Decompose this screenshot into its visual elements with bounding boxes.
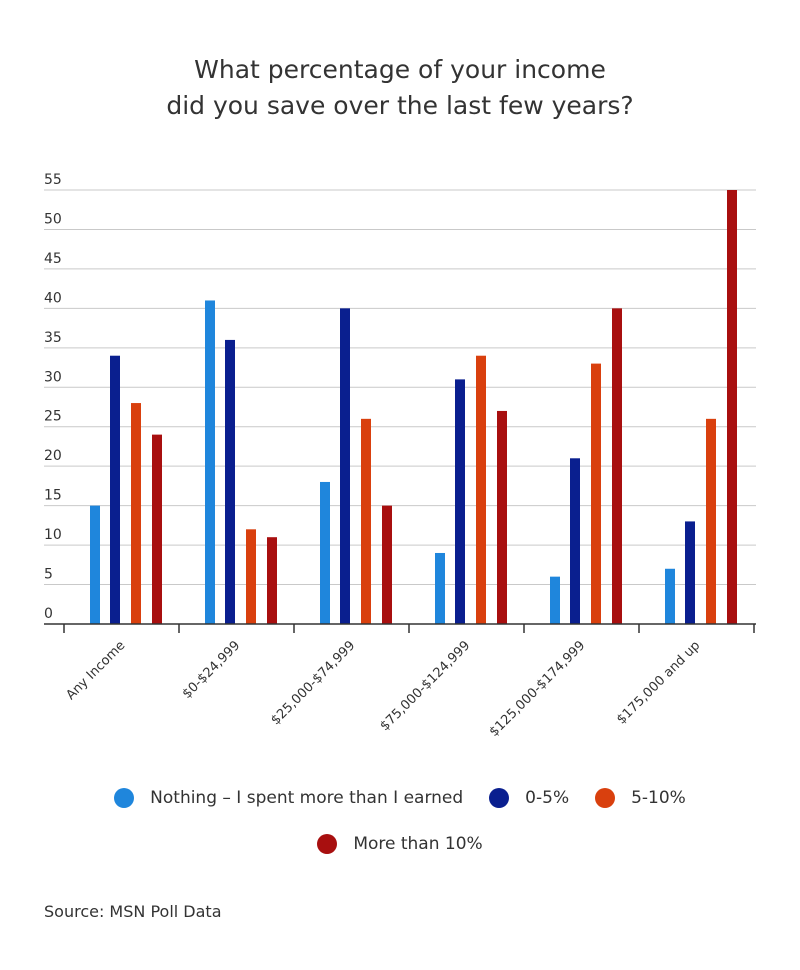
y-tick-label: 30 [44, 369, 62, 385]
legend-label: Nothing – I spent more than I earned [150, 788, 464, 808]
x-tick-label: Any Income [63, 638, 128, 703]
bar [591, 363, 601, 624]
bar [320, 481, 330, 624]
x-tick-label: $25,000-$74,999 [268, 638, 358, 728]
x-tick-label: $125,000-$174,999 [487, 638, 589, 740]
bar [476, 355, 486, 624]
legend-item-more-than-10[interactable]: More than 10% [0, 828, 800, 860]
bar [570, 458, 580, 624]
y-axis-ticks: 0 5 10 15 20 25 30 35 40 45 50 55 [44, 172, 62, 622]
y-tick-label: 15 [44, 488, 62, 504]
bar [382, 505, 392, 624]
legend-item-0-5[interactable]: 0-5% [489, 782, 569, 814]
x-tick-label: $75,000-$124,999 [378, 638, 474, 734]
y-tick-label: 40 [44, 290, 62, 306]
source-note: Source: MSN Poll Data [44, 902, 222, 921]
legend: Nothing – I spent more than I earned 0-5… [0, 782, 800, 860]
bar [497, 410, 507, 624]
gridlines [44, 189, 756, 586]
legend-swatch [489, 788, 510, 808]
bar [727, 190, 737, 624]
x-tick-label: $0-$24,999 [180, 638, 244, 702]
bar [550, 576, 560, 624]
bar [455, 379, 465, 624]
bar [225, 339, 235, 624]
bar [361, 418, 371, 624]
bar [152, 434, 162, 624]
chart-title-line-2: did you save over the last few years? [166, 91, 634, 120]
bar [110, 355, 120, 624]
legend-label: 0-5% [525, 788, 570, 808]
bar [131, 403, 141, 624]
y-tick-label: 0 [44, 606, 53, 622]
bar [665, 568, 675, 624]
y-tick-label: 45 [44, 251, 62, 267]
legend-swatch [317, 834, 338, 854]
bar [246, 529, 256, 624]
y-tick-label: 50 [44, 211, 62, 227]
y-tick-label: 5 [44, 567, 53, 583]
chart-title-line-1: What percentage of your income [194, 55, 606, 84]
legend-swatch [114, 788, 135, 808]
legend-label: More than 10% [353, 834, 483, 854]
y-tick-label: 10 [44, 527, 62, 543]
bar [205, 300, 215, 624]
y-tick-label: 25 [44, 409, 62, 425]
bar [340, 308, 350, 624]
bar-chart: 0 5 10 15 20 25 30 35 40 45 50 55 Any Income $0-$24,… [44, 172, 756, 740]
y-tick-label: 55 [44, 172, 62, 188]
bar [612, 308, 622, 624]
bar [267, 537, 277, 624]
bars [90, 190, 737, 624]
legend-label: 5-10% [631, 788, 686, 808]
bar [435, 552, 445, 624]
bar [90, 505, 100, 624]
x-tick-label: $175,000 and up [614, 638, 703, 727]
legend-swatch [595, 788, 616, 808]
legend-item-5-10[interactable]: 5-10% [595, 782, 686, 814]
bar [706, 418, 716, 624]
legend-item-nothing[interactable]: Nothing – I spent more than I earned [114, 782, 463, 814]
x-axis: Any Income $0-$24,999 $25,000-$74,999 $75,0… [44, 623, 756, 740]
bar [685, 521, 695, 624]
y-tick-label: 35 [44, 330, 62, 346]
chart-title: What percentage of your income did you s… [0, 52, 800, 124]
y-tick-label: 20 [44, 448, 62, 464]
